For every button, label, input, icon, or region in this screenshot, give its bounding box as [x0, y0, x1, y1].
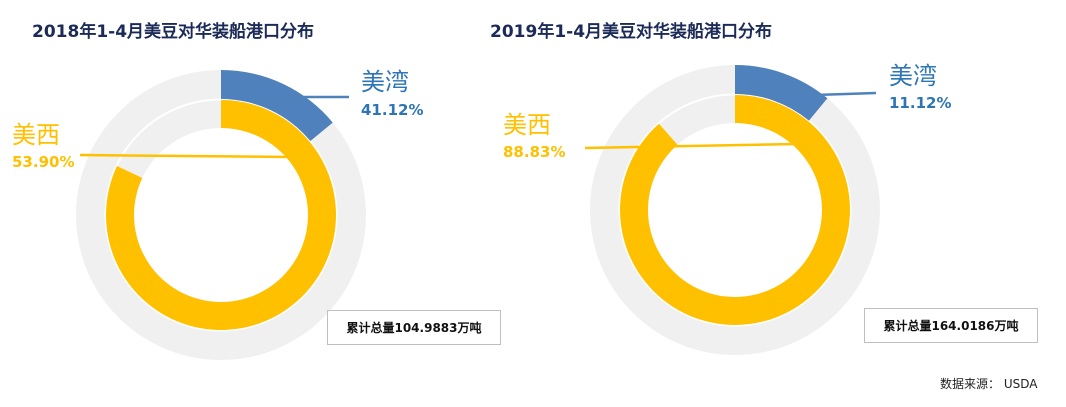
leader-line-west	[584, 142, 796, 150]
leader-line-gulf	[814, 91, 877, 97]
total-box-2019: 累计总量164.0186万吨	[864, 308, 1038, 343]
ring-separator	[618, 93, 852, 327]
value-gulf-2019: 11.12%	[889, 94, 952, 112]
chart-title-2019: 2019年1-4月美豆对华装船港口分布	[490, 22, 773, 42]
value-gulf-2018: 41.12%	[361, 101, 424, 119]
value-west-2018: 53.90%	[12, 153, 75, 171]
label-west-2019: 美西	[503, 111, 551, 139]
total-box-2018: 累计总量104.9883万吨	[327, 310, 501, 345]
label-gulf-2019: 美湾	[889, 62, 937, 90]
data-source: 数据来源： USDA	[940, 377, 1038, 391]
chart-title-2018: 2018年1-4月美豆对华装船港口分布	[32, 22, 315, 42]
label-west-2018: 美西	[12, 121, 60, 149]
arc-west	[620, 95, 850, 325]
value-west-2019: 88.83%	[503, 143, 566, 161]
ring-separator	[104, 98, 338, 332]
label-gulf-2018: 美湾	[361, 68, 409, 96]
leader-line-west	[79, 153, 293, 159]
arc-gulf	[221, 70, 333, 142]
arc-gulf	[735, 65, 828, 121]
